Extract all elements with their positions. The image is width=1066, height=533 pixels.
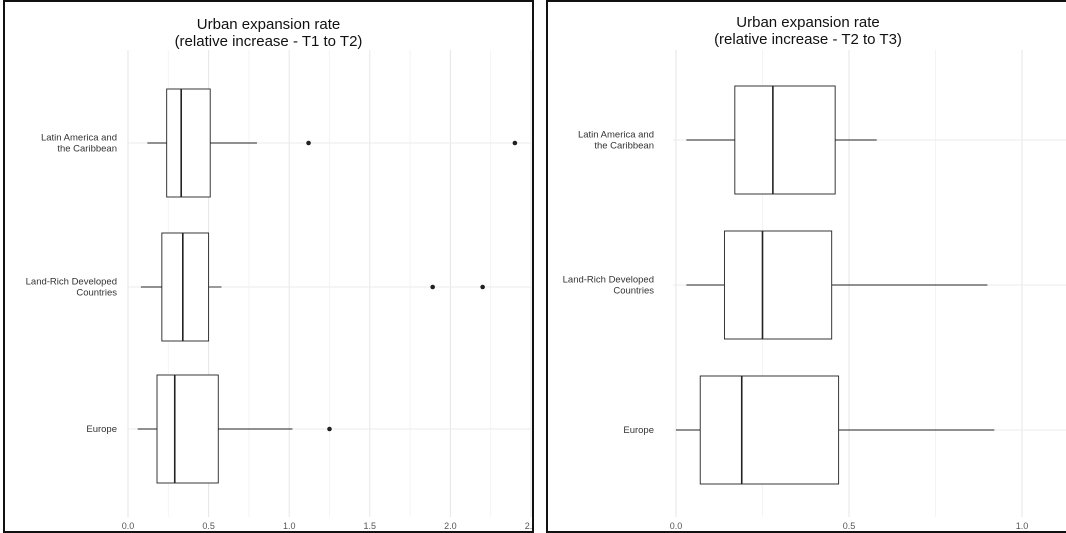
box-iqr [723,230,833,340]
x-tick-label: 0.0 [670,521,683,531]
box-iqr [161,232,210,342]
x-tick-label: 1.5 [364,521,377,531]
x-tick-label: 0.0 [122,521,135,531]
x-tick-label: 2.5 [525,521,534,531]
chart-title: Urban expansion rate (relative increase … [5,16,532,50]
x-tick-label: 2.0 [444,521,457,531]
outlier-point [512,140,518,146]
box-iqr [734,85,836,195]
category-label: Countries [613,286,654,297]
category-label: Europe [623,425,654,436]
x-tick-label: 1.0 [1016,521,1029,531]
box-iqr [166,88,211,198]
chart-title-line2: (relative increase - T2 to T3) [714,31,902,48]
category-label: Countries [76,288,117,299]
x-tick-label: 0.5 [202,521,215,531]
chart-panel-t1-t2: Urban expansion rate (relative increase … [3,0,534,533]
x-tick-label: 1.0 [283,521,296,531]
chart-title-line1: Urban expansion rate [196,16,341,33]
outlier-point [480,284,485,290]
category-label: Land-Rich Developed [26,277,117,288]
outlier-point [327,426,332,432]
chart-title: Urban expansion rate (relative increase … [548,14,1066,48]
x-tick-label: 0.5 [843,521,856,531]
category-label: Latin America and [41,133,117,144]
category-label: the Caribbean [57,144,117,155]
chart-title-line2: (relative increase - T1 to T2) [174,33,363,50]
box-iqr [156,374,219,484]
category-label: Latin America and [578,130,654,141]
outlier-point [430,284,435,290]
box-iqr [699,375,840,485]
outlier-point [306,140,311,146]
chart-panel-t2-t3: Urban expansion rate (relative increase … [546,0,1066,533]
category-label: the Caribbean [594,141,654,152]
chart-title-line1: Urban expansion rate [736,14,880,31]
category-label: Land-Rich Developed [563,275,654,286]
category-label: Europe [86,424,117,435]
